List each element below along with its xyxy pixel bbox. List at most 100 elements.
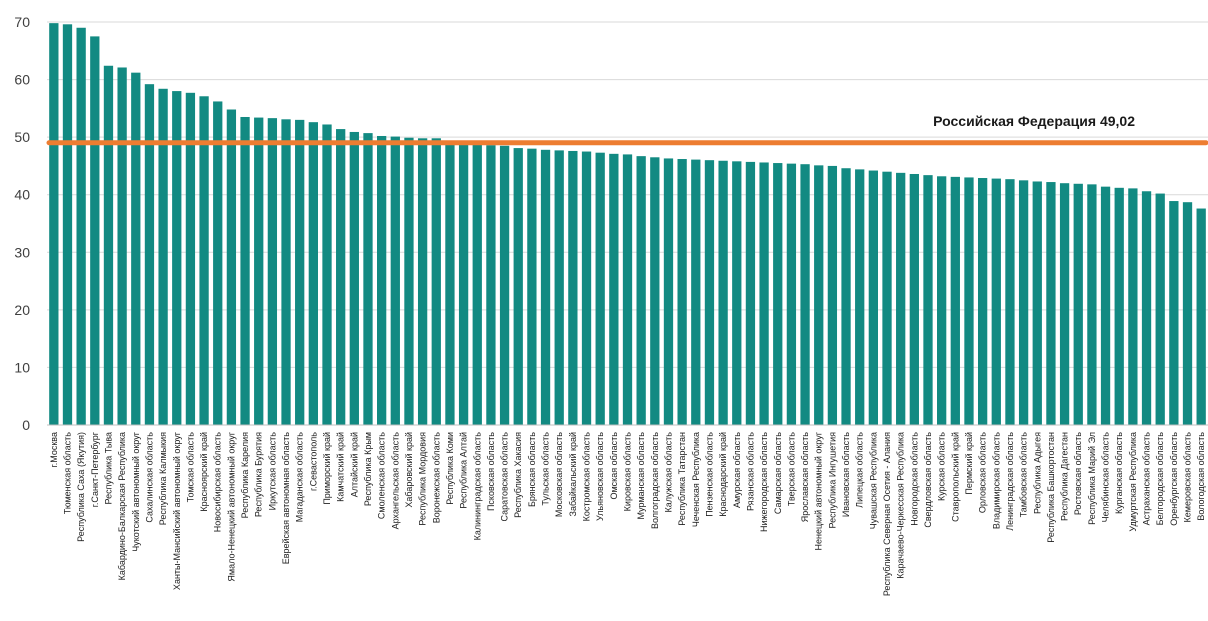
bar	[663, 158, 674, 425]
x-tick-label: Ленинградская область	[1005, 432, 1015, 531]
y-tick-label: 0	[22, 417, 30, 433]
bar	[609, 153, 619, 425]
x-tick-label: г.Москва	[49, 432, 59, 467]
y-tick-label: 20	[14, 302, 30, 318]
x-tick-label: Краснодарский край	[718, 432, 728, 517]
x-tick-label: Самарская область	[773, 432, 783, 514]
x-tick-label: Тюменская область	[62, 432, 72, 515]
x-tick-label: Пермский край	[964, 432, 974, 495]
x-tick-label: Орловская область	[978, 432, 988, 513]
bar	[991, 178, 1001, 425]
bar	[417, 138, 428, 426]
bar	[199, 96, 209, 426]
y-tick-label: 60	[14, 72, 30, 88]
x-tick-label: Волгоградская область	[650, 432, 660, 529]
x-tick-label: Смоленская область	[377, 432, 387, 519]
bar	[62, 24, 73, 426]
bar	[349, 131, 359, 425]
bar	[1005, 179, 1015, 425]
x-tick-label: Псковская область	[486, 432, 496, 511]
x-tick-label: Нижегородская область	[759, 432, 769, 532]
bar	[1155, 193, 1165, 425]
bar	[622, 154, 633, 425]
bar	[581, 151, 592, 426]
x-tick-label: Чеченская Республика	[691, 432, 701, 527]
bar	[923, 175, 933, 425]
y-tick-label: 40	[14, 187, 30, 203]
bar	[144, 84, 155, 426]
bar	[636, 156, 646, 425]
bar	[786, 163, 797, 425]
x-tick-label: Республика Дагестан	[1060, 432, 1070, 521]
bar	[103, 65, 114, 425]
bar	[540, 149, 551, 425]
x-tick-label: Республика Саха (Якутия)	[76, 432, 86, 542]
x-tick-label: Пензенская область	[704, 432, 714, 517]
x-tick-label: Белгородская область	[1155, 432, 1165, 526]
x-tick-label: Тверская область	[786, 432, 796, 506]
x-tick-label: Ненецкий автономный округ	[814, 431, 824, 550]
bar	[650, 157, 660, 426]
x-tick-label: Иркутская область	[267, 432, 277, 511]
bar	[691, 159, 701, 425]
bar	[896, 172, 906, 425]
x-tick-label: Забайкальский край	[568, 432, 578, 516]
bar	[937, 176, 947, 425]
x-tick-label: Свердловская область	[923, 432, 933, 528]
bar	[732, 161, 742, 425]
bar	[390, 136, 400, 425]
bar	[827, 165, 838, 425]
x-tick-label: Республика Алтай	[459, 432, 469, 509]
bar	[472, 144, 482, 425]
bar	[486, 145, 496, 425]
bar	[595, 152, 605, 425]
bar	[377, 135, 387, 426]
x-tick-label: Ульяновская область	[595, 432, 605, 521]
x-tick-label: Вологодская область	[1196, 432, 1206, 521]
bar	[882, 171, 892, 425]
bar	[445, 142, 455, 425]
x-tick-label: Карачаево-Черкесская Республика	[896, 432, 906, 579]
bar	[295, 119, 305, 426]
y-axis-tick-labels: 0 10 20 30 40 50 60 70	[14, 14, 30, 433]
bar	[1059, 183, 1070, 425]
y-tick-label: 10	[14, 359, 30, 375]
bar	[1182, 202, 1193, 425]
x-tick-label: Республика Башкортостан	[1046, 432, 1056, 543]
x-tick-label: Архангельская область	[390, 432, 400, 530]
x-tick-label: Республика Коми	[445, 432, 455, 505]
x-tick-label: Мурманская область	[636, 432, 646, 520]
x-tick-label: Кемеровская область	[1183, 432, 1193, 523]
x-tick-label: Челябинская область	[1101, 432, 1111, 523]
x-tick-label: Ямало-Ненецкий автономный округ	[226, 431, 236, 581]
x-tick-label: г.Севастополь	[308, 432, 318, 491]
bar	[49, 23, 59, 426]
bar	[554, 150, 564, 425]
bar	[90, 36, 100, 425]
x-tick-label: Калужская область	[663, 432, 673, 513]
bar	[773, 163, 783, 426]
x-tick-label: Республика Ингушетия	[827, 432, 837, 529]
x-tick-label: Республика Бурятия	[254, 432, 264, 517]
x-tick-label: Республика Марий Эл	[1087, 432, 1097, 525]
x-tick-label: Республика Северная Осетия - Алания	[882, 432, 892, 596]
y-tick-label: 30	[14, 244, 30, 260]
x-tick-label: Рязанская область	[745, 432, 755, 511]
x-tick-label: Республика Хакасия	[513, 432, 523, 518]
x-tick-label: Новосибирская область	[213, 432, 223, 533]
bar	[1128, 188, 1138, 425]
x-tick-label: Магаданская область	[295, 432, 305, 523]
x-tick-label: Чувашская Республика	[868, 432, 878, 529]
bar	[841, 168, 851, 426]
bar	[1141, 191, 1152, 425]
bar	[322, 124, 332, 425]
bar	[513, 148, 523, 425]
bar	[254, 117, 264, 425]
x-tick-label: Ставропольский край	[950, 432, 960, 522]
bar	[1100, 186, 1111, 425]
bar	[1087, 184, 1097, 425]
x-tick-label: Красноярский край	[199, 432, 209, 512]
bar	[1073, 183, 1083, 425]
bar	[308, 122, 318, 426]
